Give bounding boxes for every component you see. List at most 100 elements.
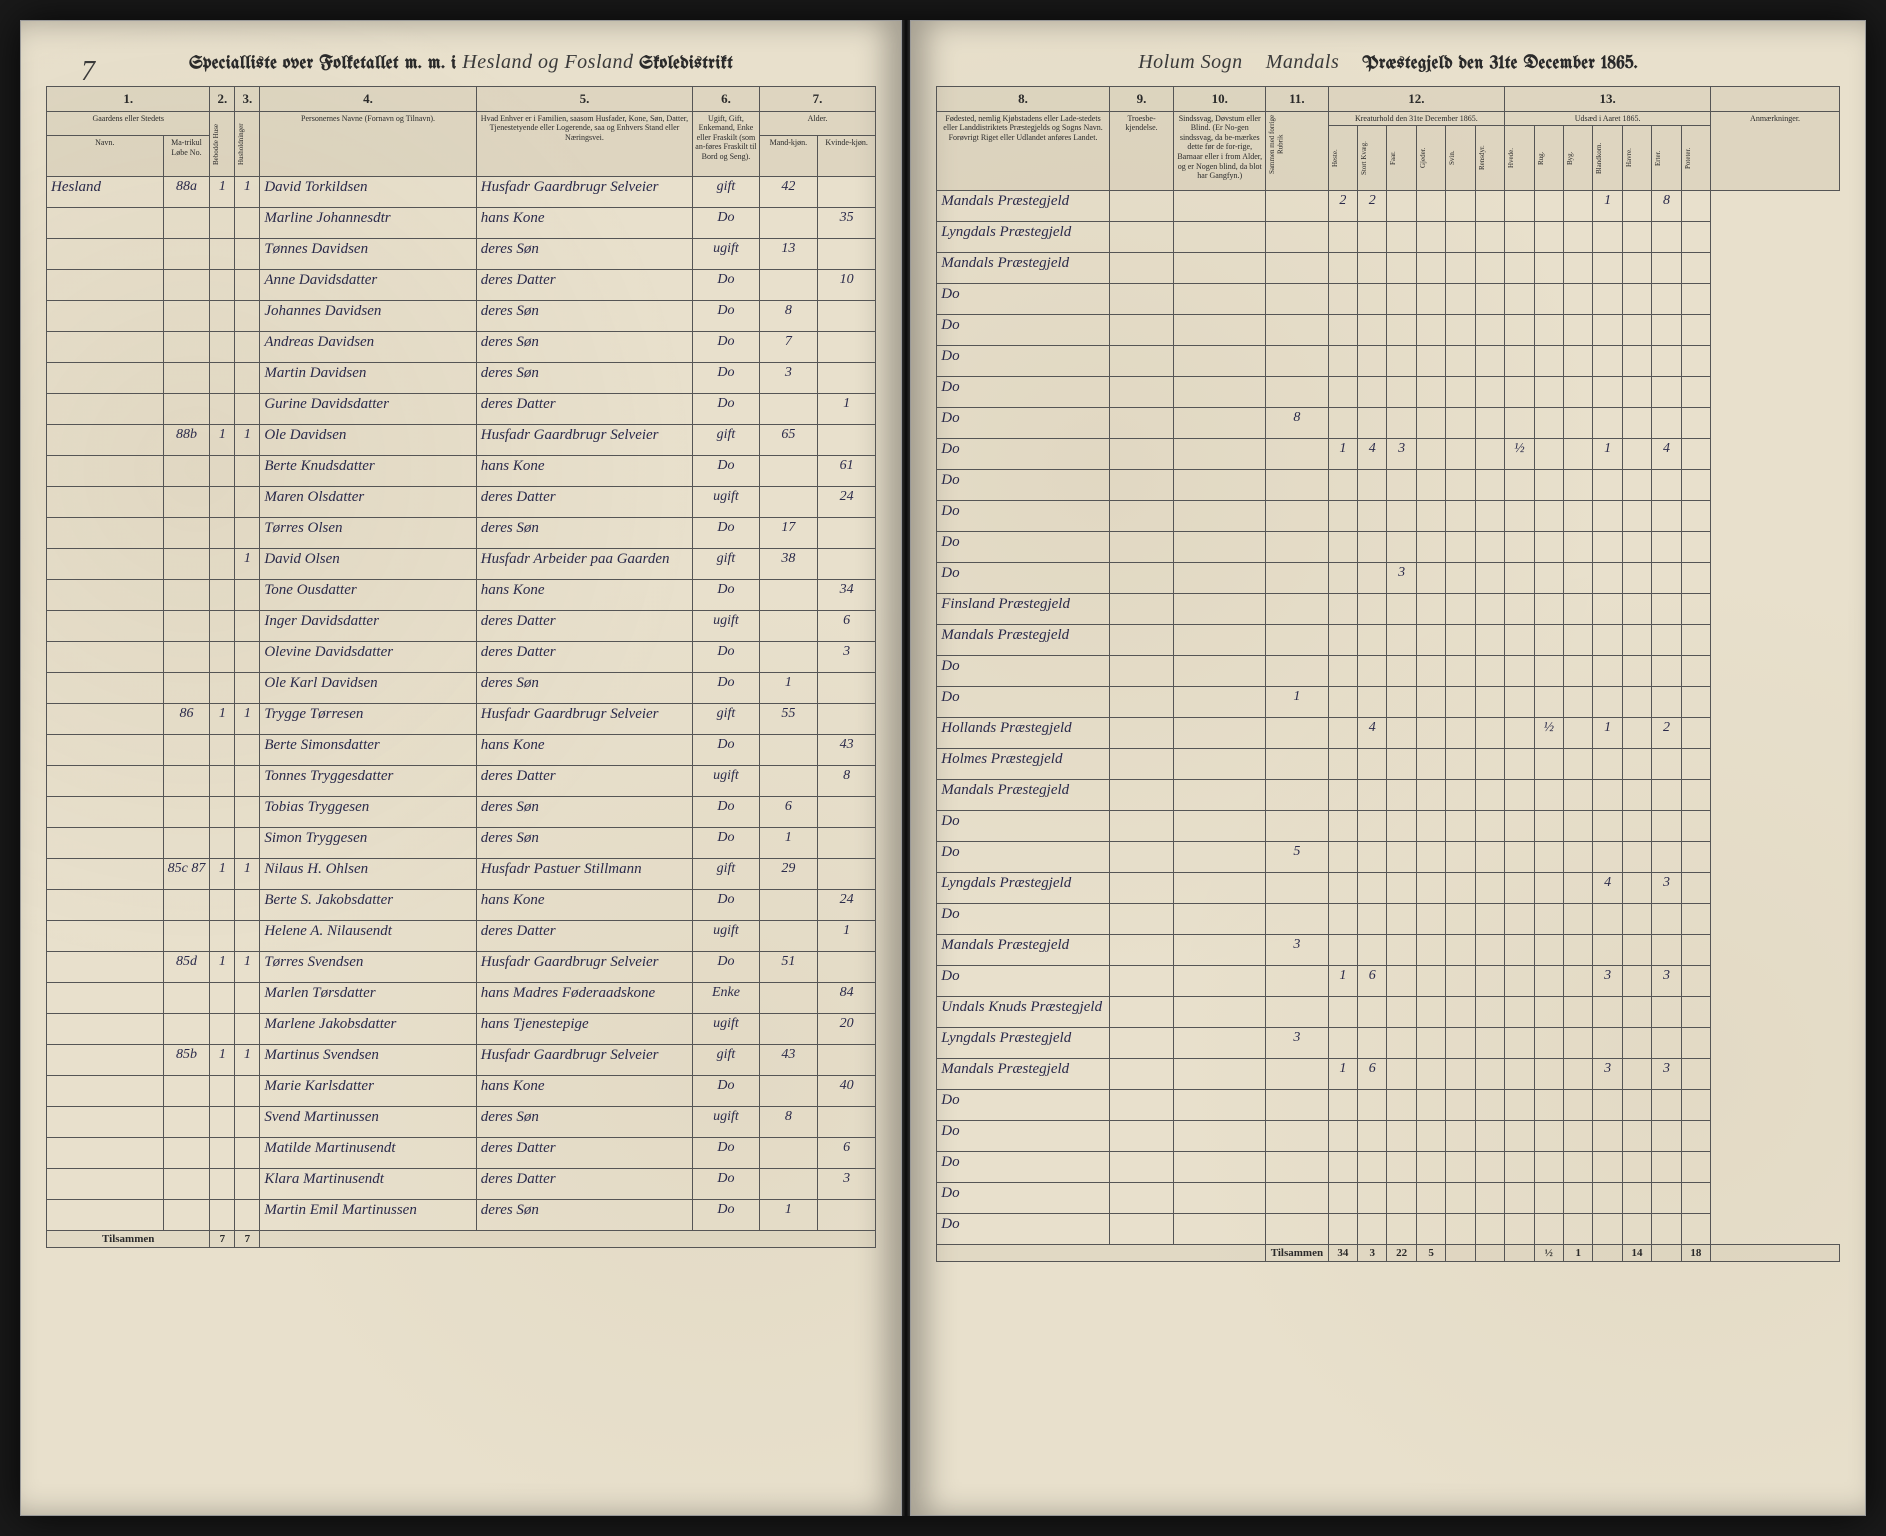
kr-cell: [1416, 563, 1445, 594]
kr-cell: [1593, 997, 1622, 1028]
kr-cell: [1652, 563, 1681, 594]
stand-cell: Do: [693, 672, 760, 703]
kr-cell: [1563, 1121, 1592, 1152]
table-row: Svend Martinussenderes Sønugift8: [47, 1106, 876, 1137]
kr-cell: [1446, 191, 1475, 222]
header-suffix: Skoledistrikt: [639, 54, 733, 73]
troes-cell: [1109, 284, 1173, 315]
table-row: Do8: [937, 408, 1840, 439]
troes-header: Troesbe-kjendelse.: [1109, 111, 1173, 191]
mand-cell: [759, 641, 817, 672]
kr-cell: [1534, 966, 1563, 997]
kr-cell: [1475, 1059, 1504, 1090]
kr-cell: 3: [1387, 439, 1416, 470]
kr-cell: [1475, 1214, 1504, 1245]
kr-cell: [1563, 222, 1592, 253]
anm-cell: [1681, 594, 1710, 625]
col-13: 13.: [1505, 87, 1711, 112]
matr-cell: [163, 920, 210, 951]
kr-cell: [1446, 346, 1475, 377]
huse-cell: [210, 486, 235, 517]
kvinde-cell: 24: [818, 889, 876, 920]
mand-cell: [759, 393, 817, 424]
kr-cell: [1328, 1028, 1357, 1059]
table-row: Hesland88a11David TorkildsenHusfadr Gaar…: [47, 176, 876, 207]
kr-cell: [1534, 346, 1563, 377]
sammen-cell: 3: [1266, 1028, 1328, 1059]
kvinde-cell: [818, 1199, 876, 1230]
gaard-cell: [47, 765, 164, 796]
mand-cell: 38: [759, 548, 817, 579]
kr-cell: [1534, 191, 1563, 222]
stand-cell: gift: [693, 703, 760, 734]
col-8: 8.: [937, 87, 1110, 112]
hush-cell: [235, 796, 260, 827]
navn-cell: Martin Emil Martinussen: [260, 1199, 476, 1230]
kr-cell: [1652, 377, 1681, 408]
kr-cell: [1622, 1028, 1651, 1059]
navn-cell: Martinus Svendsen: [260, 1044, 476, 1075]
sammen-cell: [1266, 966, 1328, 997]
kr-cell: [1563, 284, 1592, 315]
book-spine: [902, 20, 910, 1516]
census-book: 7 Specialliste over Folketallet m. m. i …: [20, 20, 1866, 1516]
stand-cell: ugift: [693, 238, 760, 269]
kr-cell: [1416, 811, 1445, 842]
kr-cell: [1475, 687, 1504, 718]
kr-cell: [1475, 1152, 1504, 1183]
stand-cell: Do: [693, 1075, 760, 1106]
kr-cell: [1358, 904, 1387, 935]
mand-cell: 13: [759, 238, 817, 269]
gaard-cell: [47, 1137, 164, 1168]
kr-cell: [1505, 718, 1534, 749]
table-row: Andreas Davidsenderes SønDo7: [47, 331, 876, 362]
sammen-cell: [1266, 1090, 1328, 1121]
gaard-cell: [47, 579, 164, 610]
mandals-label: Mandals: [1266, 51, 1340, 73]
mand-cell: 1: [759, 672, 817, 703]
rs8: 1: [1563, 1245, 1592, 1262]
kr-cell: [1652, 253, 1681, 284]
kr-cell: [1446, 1152, 1475, 1183]
huse-cell: [210, 238, 235, 269]
kr-cell: 3: [1652, 873, 1681, 904]
stand-cell: ugift: [693, 610, 760, 641]
navn-cell: David Torkildsen: [260, 176, 476, 207]
kr-cell: [1475, 594, 1504, 625]
gaard-cell: [47, 734, 164, 765]
kr-cell: [1446, 687, 1475, 718]
sammen-cell: [1266, 718, 1328, 749]
fod-cell: Do: [937, 966, 1110, 997]
kr-cell: [1446, 1214, 1475, 1245]
sammen-cell: [1266, 1152, 1328, 1183]
kr-cell: [1622, 811, 1651, 842]
navn-cell: Tone Ousdatter: [260, 579, 476, 610]
kr-cell: [1475, 780, 1504, 811]
kr-cell: [1534, 811, 1563, 842]
troes-cell: [1109, 873, 1173, 904]
stand-cell: Do: [693, 455, 760, 486]
table-row: Anne Davidsdatterderes DatterDo10: [47, 269, 876, 300]
kr-cell: [1593, 1090, 1622, 1121]
kr-cell: [1387, 377, 1416, 408]
sum-huse: 7: [210, 1230, 235, 1247]
fod-cell: Lyngdals Præstegjeld: [937, 1028, 1110, 1059]
kvinde-cell: [818, 827, 876, 858]
kr-cell: [1358, 563, 1387, 594]
kr-cell: [1475, 439, 1504, 470]
kr-cell: [1416, 780, 1445, 811]
kr-cell: [1475, 222, 1504, 253]
matr-cell: [163, 362, 210, 393]
matr-cell: [163, 300, 210, 331]
kr-cell: [1563, 718, 1592, 749]
stand-cell: Do: [693, 827, 760, 858]
kr-cell: [1475, 966, 1504, 997]
table-row: 88b11Ole DavidsenHusfadr Gaardbrugr Selv…: [47, 424, 876, 455]
mand-cell: 6: [759, 796, 817, 827]
kr-cell: [1475, 191, 1504, 222]
anm-cell: [1681, 749, 1710, 780]
sinds-cell: [1174, 346, 1266, 377]
kr-cell: [1593, 625, 1622, 656]
kr-cell: [1593, 749, 1622, 780]
kr-cell: [1622, 873, 1651, 904]
